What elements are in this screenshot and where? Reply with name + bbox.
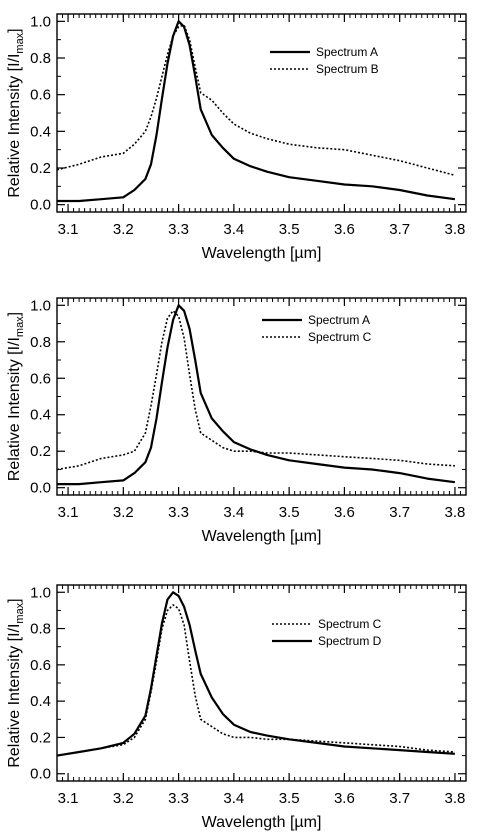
x-tick-label: 3.5 xyxy=(279,790,300,807)
x-tick-label: 3.7 xyxy=(389,221,410,238)
legend-label-2: Spectrum D xyxy=(318,634,382,648)
legend-label-2: Spectrum B xyxy=(316,62,379,76)
legend-label-1: Spectrum A xyxy=(308,313,370,327)
x-axis-title: Wavelength [µm] xyxy=(202,245,322,262)
series-line-2 xyxy=(57,591,455,757)
y-tick-label: 1.0 xyxy=(30,13,51,30)
y-tick-label: 0.6 xyxy=(30,657,51,674)
y-axis-title: Relative Intensity [I/Imax] xyxy=(6,312,26,481)
series-line-1 xyxy=(57,304,456,486)
y-tick-label: 1.0 xyxy=(30,584,51,601)
chart-panel-2: 3.1 3.2 3.3 3.4 3.5 3.6 3.7 3.8 0.0 0.2 0.4 0.6 0.8 1… xyxy=(6,297,467,545)
x-tick-label: 3.8 xyxy=(445,221,466,238)
x-tick-label: 3.1 xyxy=(58,504,79,521)
x-tick-label: 3.4 xyxy=(223,504,244,521)
x-tick-label: 3.4 xyxy=(223,790,244,807)
x-axis-title: Wavelength [µm] xyxy=(202,528,322,545)
chart-panel-1: 3.1 3.2 3.3 3.4 3.5 3.6 3.7 3.8 0.0 0.2 0.4 0.6 0.8 1… xyxy=(6,13,467,262)
y-tick-label: 0.8 xyxy=(30,334,51,351)
series-line-2 xyxy=(57,309,455,471)
y-tick-label: 0.4 xyxy=(30,693,51,710)
series-line-2 xyxy=(57,24,456,177)
x-tick-label: 3.8 xyxy=(445,504,466,521)
x-tick-label: 3.6 xyxy=(334,504,355,521)
y-tick-label: 0.8 xyxy=(30,621,51,638)
x-tick-label: 3.1 xyxy=(58,221,79,238)
series-line-1 xyxy=(57,20,456,203)
x-tick-label: 3.4 xyxy=(223,221,244,238)
x-tick-label: 3.7 xyxy=(389,504,410,521)
x-tick-label: 3.3 xyxy=(168,790,189,807)
chart-panel-3: 3.1 3.2 3.3 3.4 3.5 3.6 3.7 3.8 0.0 0.2 0.4 0.6 0.8 1… xyxy=(6,584,467,831)
x-tick-label: 3.5 xyxy=(279,221,300,238)
y-tick-label: 0.2 xyxy=(30,160,51,177)
x-tick-label: 3.2 xyxy=(113,221,134,238)
x-tick-label: 3.2 xyxy=(113,504,134,521)
y-tick-label: 0.2 xyxy=(30,729,51,746)
y-tick-label: 0.0 xyxy=(30,480,51,497)
x-tick-label: 3.7 xyxy=(389,790,410,807)
plot-frame xyxy=(56,13,467,213)
y-tick-label: 0.6 xyxy=(30,370,51,387)
x-axis-title: Wavelength [µm] xyxy=(202,814,322,831)
x-tick-label: 3.8 xyxy=(445,790,466,807)
x-tick-label: 3.6 xyxy=(334,221,355,238)
legend-label-1: Spectrum A xyxy=(316,45,378,59)
x-tick-label: 3.3 xyxy=(168,221,189,238)
y-tick-label: 0.0 xyxy=(30,766,51,783)
x-tick-label: 3.6 xyxy=(334,790,355,807)
x-tick-label: 3.5 xyxy=(279,504,300,521)
y-axis-title: Relative Intensity [I/Imax] xyxy=(6,598,26,767)
y-tick-label: 0.6 xyxy=(30,87,51,104)
x-tick-label: 3.2 xyxy=(113,790,134,807)
y-tick-label: 1.0 xyxy=(30,297,51,314)
plot-frame xyxy=(56,584,467,782)
plot-frame xyxy=(56,297,467,496)
y-tick-label: 0.0 xyxy=(30,197,51,214)
y-tick-label: 0.4 xyxy=(30,123,51,140)
y-tick-label: 0.2 xyxy=(30,443,51,460)
legend-label-1: Spectrum C xyxy=(318,617,382,631)
x-tick-label: 3.3 xyxy=(168,504,189,521)
legend-label-2: Spectrum C xyxy=(308,330,372,344)
y-tick-label: 0.8 xyxy=(30,50,51,67)
y-axis-title: Relative Intensity [I/Imax] xyxy=(6,28,26,197)
x-tick-label: 3.1 xyxy=(58,790,79,807)
y-tick-label: 0.4 xyxy=(30,407,51,424)
